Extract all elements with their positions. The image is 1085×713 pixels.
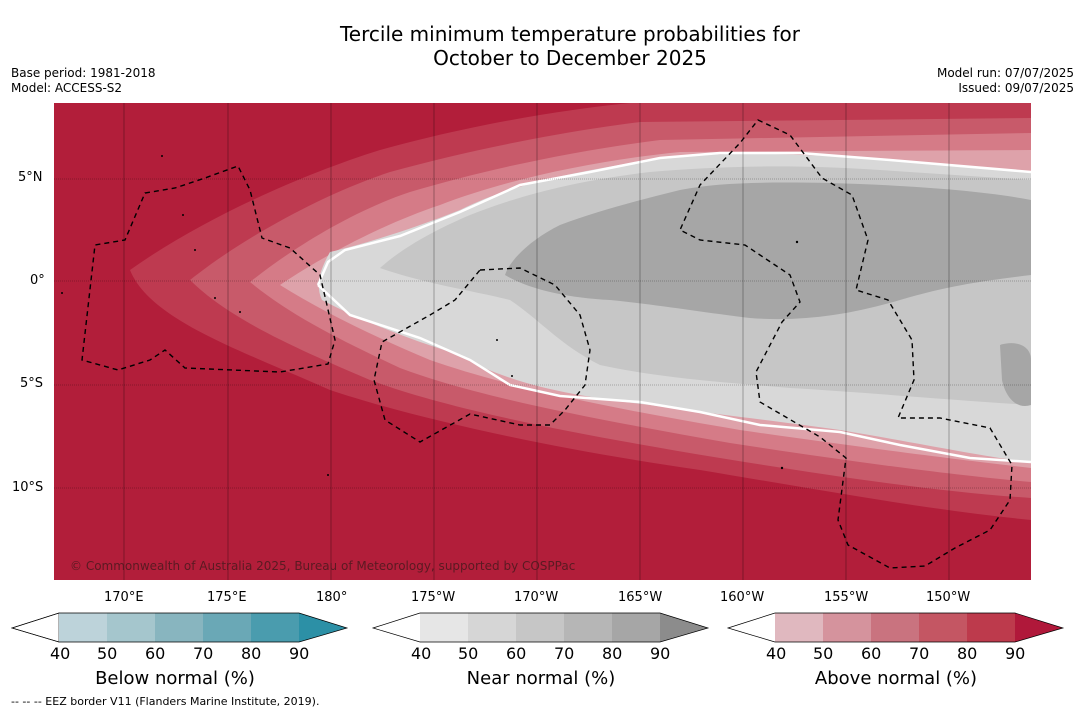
lon-label-170e: 170°E: [104, 590, 144, 605]
cb-near-tick: 40: [411, 644, 432, 663]
eez-border-line-islands: [679, 119, 1013, 569]
map-credit: © Commonwealth of Australia 2025, Bureau…: [70, 559, 576, 573]
lon-label-180: 180°: [316, 590, 348, 605]
colorbar-near: [371, 612, 710, 643]
colorbar-above-under: [728, 613, 775, 642]
cb-near-tick: 90: [650, 644, 671, 663]
colorbar-above-bin: [919, 613, 967, 642]
lon-label-170w: 170°W: [514, 590, 559, 605]
title-line-2: October to December 2025: [433, 46, 707, 70]
colorbar-above: [726, 612, 1065, 643]
colorbar-above-bin: [775, 613, 823, 642]
lat-label-5s: 5°S: [20, 376, 44, 391]
colorbar-above-title: Above normal (%): [814, 668, 978, 689]
near-normal-boundary-north: [316, 151, 1031, 286]
cb-below-tick: 60: [145, 644, 166, 663]
island: [327, 474, 329, 476]
colorbar-above-bin: [823, 613, 871, 642]
colorbar-near-bin: [420, 613, 468, 642]
cb-below-tick: 90: [289, 644, 310, 663]
island: [61, 292, 63, 294]
island: [795, 240, 799, 244]
cb-above-tick: 50: [813, 644, 834, 663]
colorbar-near-under: [373, 613, 420, 642]
colorbar-near-bin: [516, 613, 564, 642]
colorbar-below: [10, 612, 349, 643]
colorbar-below-over: [299, 613, 347, 642]
lat-label-5n: 5°N: [18, 170, 43, 185]
cb-near-tick: 70: [554, 644, 575, 663]
region-near-70: [505, 182, 1031, 320]
lat-label-0: 0°: [30, 273, 45, 288]
lon-label-175e: 175°E: [207, 590, 247, 605]
island: [214, 297, 216, 299]
island: [780, 466, 784, 470]
island: [161, 155, 163, 157]
cb-near-tick: 80: [602, 644, 623, 663]
lon-label-175w: 175°W: [411, 590, 456, 605]
cb-above-tick: 90: [1005, 644, 1026, 663]
cb-above-tick: 80: [957, 644, 978, 663]
issued-date: Issued: 09/07/2025: [958, 81, 1074, 95]
colorbar-below-under: [10, 612, 60, 643]
lat-label-10s: 10°S: [12, 480, 44, 495]
colorbar-below-title: Below normal (%): [95, 668, 255, 689]
lon-label-150w: 150°W: [926, 590, 971, 605]
cb-below-tick: 80: [241, 644, 262, 663]
eez-footnote: -- -- -- EEZ border V11 (Flanders Marine…: [11, 695, 320, 708]
island: [194, 249, 196, 251]
colorbar-near-bin: [564, 613, 612, 642]
cb-near-tick: 60: [506, 644, 527, 663]
colorbar-above-bin: [871, 613, 919, 642]
islands: [61, 155, 799, 476]
colorbar-above-bin: [967, 613, 1015, 642]
colorbar-below-bin: [107, 613, 155, 642]
model-name: Model: ACCESS-S2: [11, 81, 123, 95]
cb-below-tick: 40: [50, 644, 71, 663]
cb-above-tick: 60: [861, 644, 882, 663]
colorbar-near-over: [660, 613, 708, 642]
graticule: [54, 103, 1031, 580]
eez-border-tuvalu: [81, 165, 336, 373]
cb-above-tick: 40: [766, 644, 787, 663]
cb-near-tick: 50: [458, 644, 479, 663]
colorbar-below-bin: [155, 613, 203, 642]
island: [511, 375, 513, 377]
lon-label-165w: 165°W: [618, 590, 663, 605]
colorbar-below-bin: [59, 613, 107, 642]
colorbar-near-bin: [468, 613, 516, 642]
island: [239, 311, 241, 313]
colorbar-below-bin: [251, 613, 299, 642]
lon-label-155w: 155°W: [824, 590, 869, 605]
colorbar-above-outline: [726, 612, 1065, 643]
cb-below-tick: 70: [193, 644, 214, 663]
cb-below-tick: 50: [97, 644, 118, 663]
base-period: Base period: 1981-2018: [11, 66, 156, 80]
cb-above-tick: 70: [909, 644, 930, 663]
island: [496, 339, 498, 341]
colorbar-near-title: Near normal (%): [466, 668, 616, 689]
region-near-70-patch: [1000, 343, 1031, 406]
colorbar-above-over: [1015, 613, 1063, 642]
eez-border-phoenix-islands: [373, 267, 591, 443]
colorbar-below-outline: [10, 612, 349, 643]
colorbar-near-outline: [371, 612, 710, 643]
colorbar-below-bin: [203, 613, 251, 642]
model-run-date: Model run: 07/07/2025: [936, 66, 1074, 80]
colorbar-near-bin: [612, 613, 660, 642]
island: [182, 214, 184, 216]
title-line-1: Tercile minimum temperature probabilitie…: [339, 22, 801, 46]
lon-label-160w: 160°W: [720, 590, 765, 605]
